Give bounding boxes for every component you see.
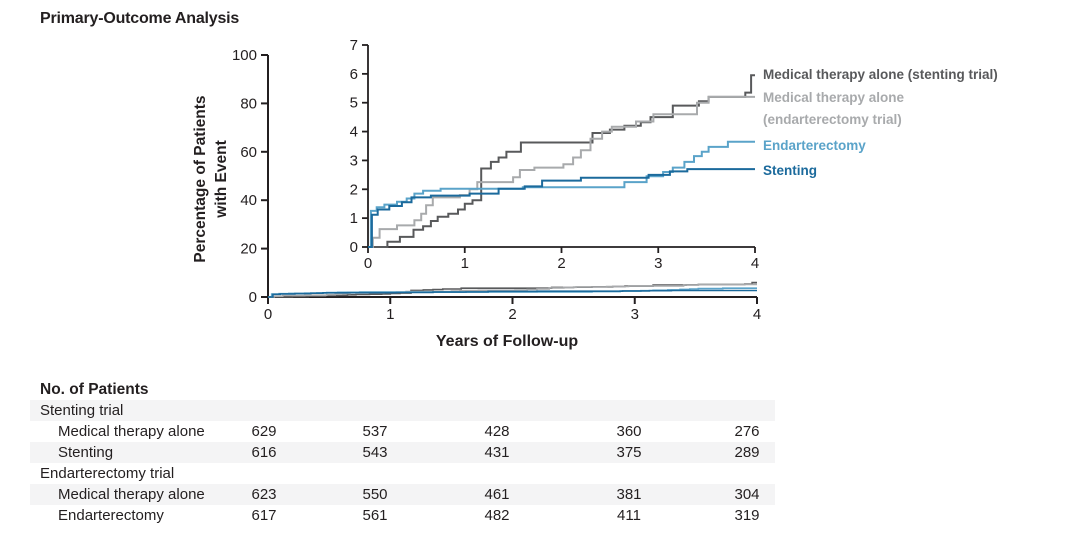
table-cell: 319 (734, 507, 760, 524)
axis-tick-label: 100 (232, 47, 257, 64)
curve-endarterectomy-inset (368, 140, 755, 248)
table-cell: 304 (734, 486, 760, 503)
axis-tick-label: 5 (350, 95, 358, 112)
legend-entry-stenting: Stenting (763, 160, 817, 182)
table-cell: 561 (362, 507, 388, 524)
axis-tick-label: 3 (654, 255, 662, 272)
curve-stenting-inset (368, 168, 755, 248)
axis-tick-label: 7 (350, 37, 358, 54)
table-cell: 616 (251, 444, 277, 461)
table-row-label: Endarterectomy trial (40, 465, 175, 482)
legend-label: Medical therapy alone (763, 90, 905, 105)
legend-entry-endarterectomy: Endarterectomy (763, 135, 866, 157)
curve-medical-therapy-alone-endarterectomy-trial-main (268, 283, 757, 298)
table-cell: 428 (484, 423, 510, 440)
axis-tick-label: 0 (350, 239, 358, 256)
y-axis-title-line2: with Event (213, 140, 230, 218)
axis-tick-label: 1 (350, 210, 358, 227)
axis-tick-label: 40 (240, 192, 257, 209)
table-cell: 461 (484, 486, 510, 503)
axis-tick-label: 0 (249, 289, 257, 306)
axis-tick-label: 1 (386, 306, 394, 323)
table-row-label: Stenting trial (40, 402, 124, 419)
table-cell: 550 (362, 486, 388, 503)
table-cell: 360 (616, 423, 642, 440)
x-axis-title: Years of Follow-up (435, 333, 579, 350)
y-axis-title-line1: Percentage of Patients (192, 95, 209, 263)
table-cell: 623 (251, 486, 277, 503)
table-row-label: Medical therapy alone (58, 486, 205, 503)
table-row-endarterectomy-trial-group: Endarterectomy trial (30, 463, 775, 484)
axis-tick-label: 0 (364, 255, 372, 272)
axis-tick-label: 1 (461, 255, 469, 272)
table-row-stenting: Stenting 616 543 431 375 289 (30, 442, 775, 463)
figure-title: Primary-Outcome Analysis (40, 10, 240, 27)
legend-label: (endarterectomy trial) (763, 112, 902, 127)
legend-label: Medical therapy alone (stenting trial) (763, 67, 998, 82)
table-row-endarterectomy: Endarterectomy 617 561 482 411 319 (30, 505, 775, 526)
legend-label: Stenting (763, 163, 817, 178)
table-row-label: Stenting (58, 444, 114, 461)
axis-tick-label: 2 (557, 255, 565, 272)
table-cell: 482 (484, 507, 510, 524)
axis-tick-label: 3 (350, 152, 358, 169)
table-cell: 411 (617, 507, 641, 524)
table-row-label: Endarterectomy (58, 507, 164, 524)
table-cell: 289 (734, 444, 760, 461)
table-cell: 381 (616, 486, 642, 503)
legend-entry-medical-therapy-alone-stenting-trial: Medical therapy alone (stenting trial) (763, 64, 998, 86)
axis-tick-label: 0 (264, 306, 272, 323)
table-cell: 543 (362, 444, 388, 461)
table-cell: 629 (251, 423, 277, 440)
axis-tick-label: 4 (751, 255, 759, 272)
inset-axes: 0 1 2 3 4 5 6 7 0 1 2 3 4 (350, 37, 760, 272)
table-cell: 375 (616, 444, 642, 461)
curve-medical-therapy-alone-endarterectomy-trial-inset (368, 95, 755, 248)
axis-tick-label: 6 (350, 66, 358, 83)
curve-stenting-main (268, 289, 757, 298)
table-cell: 431 (484, 444, 510, 461)
patients-table-title: No. of Patients (40, 381, 149, 398)
table-cell: 276 (734, 423, 760, 440)
axis-tick-label: 2 (350, 181, 358, 198)
legend-label: Endarterectomy (763, 138, 866, 153)
curve-medical-therapy-alone-stenting-trial-inset (368, 74, 755, 248)
table-cell: 537 (362, 423, 388, 440)
table-row-label: Medical therapy alone (58, 423, 205, 440)
y-axis-title: Percentage of Patients with Event (190, 49, 236, 309)
axis-tick-label: 2 (508, 306, 516, 323)
axis-tick-label: 80 (240, 95, 257, 112)
table-row-medical-therapy-alone: Medical therapy alone 623 550 461 381 304 (30, 484, 775, 505)
patients-table: Stenting trial Medical therapy alone 629 53… (30, 400, 775, 526)
table-row-stenting-trial-group: Stenting trial (30, 400, 775, 421)
axis-tick-label: 4 (350, 124, 358, 141)
table-cell: 617 (251, 507, 277, 524)
axis-tick-label: 60 (240, 144, 257, 161)
table-row-medical-therapy-alone: Medical therapy alone 629 537 428 360 276 (30, 421, 775, 442)
axis-tick-label: 3 (631, 306, 639, 323)
axis-tick-label: 4 (753, 306, 761, 323)
axis-tick-label: 20 (240, 241, 257, 258)
legend-entry-medical-therapy-alone-endarterectomy-trial: Medical therapy alone (endarterectomy tri… (763, 87, 904, 131)
